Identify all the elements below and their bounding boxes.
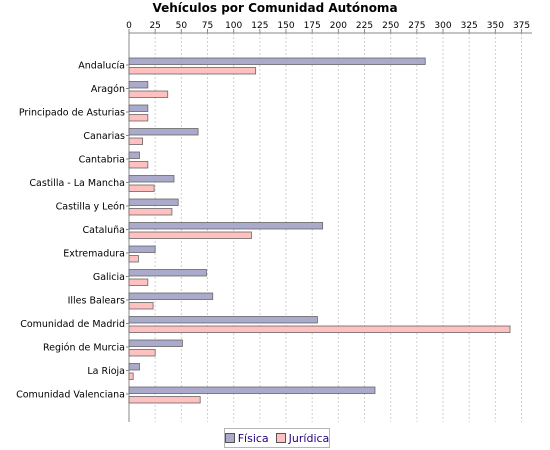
x-tick-label: 275 [408, 21, 425, 31]
chart-title: Vehículos por Comunidad Autónoma [152, 1, 398, 15]
x-tick-label: 175 [304, 21, 321, 31]
x-tick-label: 125 [251, 21, 268, 31]
x-tick-label: 200 [330, 21, 347, 31]
bar-fisica [128, 57, 426, 65]
bar-juridica [128, 325, 511, 333]
x-tick-label: 0 [126, 21, 132, 31]
legend-item: Física [224, 431, 269, 445]
x-tick-label: 350 [487, 21, 504, 31]
x-tick-label: 375 [513, 21, 530, 31]
bar-fisica [128, 339, 183, 347]
category-label: Principado de Asturias [19, 108, 125, 119]
x-tick-label: 25 [149, 21, 160, 31]
bar-fisica [128, 128, 199, 136]
category-label: Región de Murcia [43, 343, 125, 354]
category-label: Canarias [83, 131, 125, 142]
category-label: Castilla - La Mancha [29, 178, 125, 189]
x-tick-label: 75 [202, 21, 213, 31]
bar-juridica [128, 67, 257, 75]
legend-swatch [275, 433, 286, 443]
bar-fisica [128, 104, 149, 112]
category-label: Castilla y León [56, 202, 125, 213]
legend: Física Jurídica [224, 428, 330, 448]
bar-juridica [128, 349, 156, 357]
legend-label: Jurídica [288, 431, 330, 445]
bar-juridica [128, 231, 252, 239]
bar-juridica [128, 184, 155, 192]
category-label: Illes Balears [68, 296, 125, 307]
bar-juridica [128, 90, 169, 98]
category-label: Galicia [93, 272, 125, 283]
x-tick-label: 325 [461, 21, 478, 31]
bar-juridica [128, 208, 173, 216]
category-label: Comunidad Valenciana [16, 390, 125, 401]
x-tick-label: 300 [434, 21, 451, 31]
legend-swatch [224, 433, 235, 443]
category-label: La Rioja [87, 366, 125, 377]
category-label: Andalucía [78, 61, 125, 72]
bar-fisica [128, 292, 214, 300]
bar-juridica [128, 114, 149, 122]
bar-fisica [128, 363, 140, 371]
bar-fisica [128, 151, 140, 159]
bar-juridica [128, 302, 154, 310]
bar-juridica [128, 278, 149, 286]
bar-fisica [128, 245, 156, 253]
legend-item: Jurídica [275, 431, 330, 445]
category-label: Cataluña [82, 225, 125, 236]
bar-fisica [128, 175, 175, 183]
bar-fisica [128, 81, 149, 89]
category-label: Extremadura [63, 249, 125, 260]
category-label: Cantabria [79, 155, 125, 166]
x-tick-label: 250 [382, 21, 399, 31]
x-tick-label: 225 [356, 21, 373, 31]
bar-fisica [128, 386, 376, 394]
legend-label: Física [237, 431, 269, 445]
x-tick-label: 150 [277, 21, 294, 31]
category-label: Comunidad de Madrid [20, 319, 125, 330]
bar-juridica [128, 161, 149, 169]
bar-juridica [128, 372, 134, 380]
bar-juridica [128, 396, 201, 404]
bar-juridica [128, 137, 144, 145]
bar-fisica [128, 198, 179, 206]
x-tick-label: 50 [176, 21, 188, 31]
x-tick-label: 100 [225, 21, 242, 31]
bar-juridica [128, 255, 139, 263]
bar-fisica [128, 316, 318, 324]
bar-fisica [128, 269, 207, 277]
bar-fisica [128, 222, 324, 230]
category-label: Aragón [91, 84, 125, 95]
